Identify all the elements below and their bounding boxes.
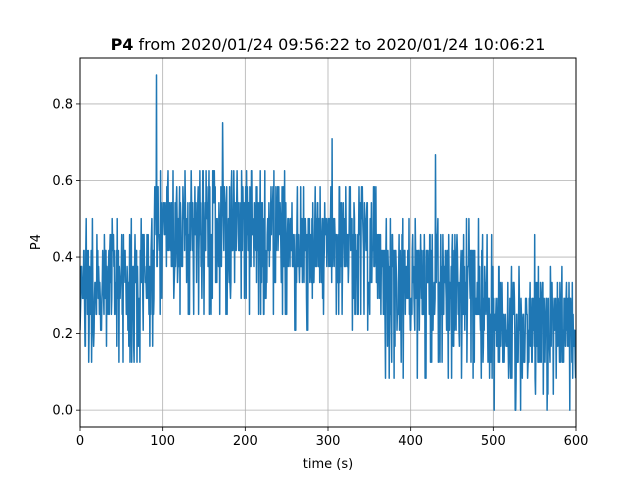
y-tick-label: 0.6 <box>52 174 73 189</box>
x-tick-label: 600 <box>564 434 589 449</box>
x-tick-label: 300 <box>316 434 341 449</box>
x-tick-label: 500 <box>481 434 506 449</box>
chart-title-bold: P4 <box>111 35 134 54</box>
y-axis-ticks: 0.0 0.2 0.4 0.6 0.8 <box>52 97 80 419</box>
x-axis-ticks: 0 100 200 300 400 500 600 <box>76 427 589 449</box>
y-tick-label: 0.0 <box>52 404 73 419</box>
plot-area <box>80 74 576 411</box>
y-axis-label: P4 <box>29 234 44 250</box>
chart-title: P4 from 2020/01/24 09:56:22 to 2020/01/2… <box>111 35 546 54</box>
y-tick-label: 0.8 <box>52 97 73 112</box>
x-tick-label: 0 <box>76 434 84 449</box>
x-tick-label: 200 <box>233 434 258 449</box>
y-tick-label: 0.4 <box>52 251 73 266</box>
y-tick-label: 0.2 <box>52 327 73 342</box>
x-tick-label: 400 <box>398 434 423 449</box>
chart-title-rest: from 2020/01/24 09:56:22 to 2020/01/24 1… <box>133 35 545 54</box>
series-line <box>80 74 576 411</box>
x-axis-label: time (s) <box>303 457 353 472</box>
x-tick-label: 100 <box>150 434 175 449</box>
